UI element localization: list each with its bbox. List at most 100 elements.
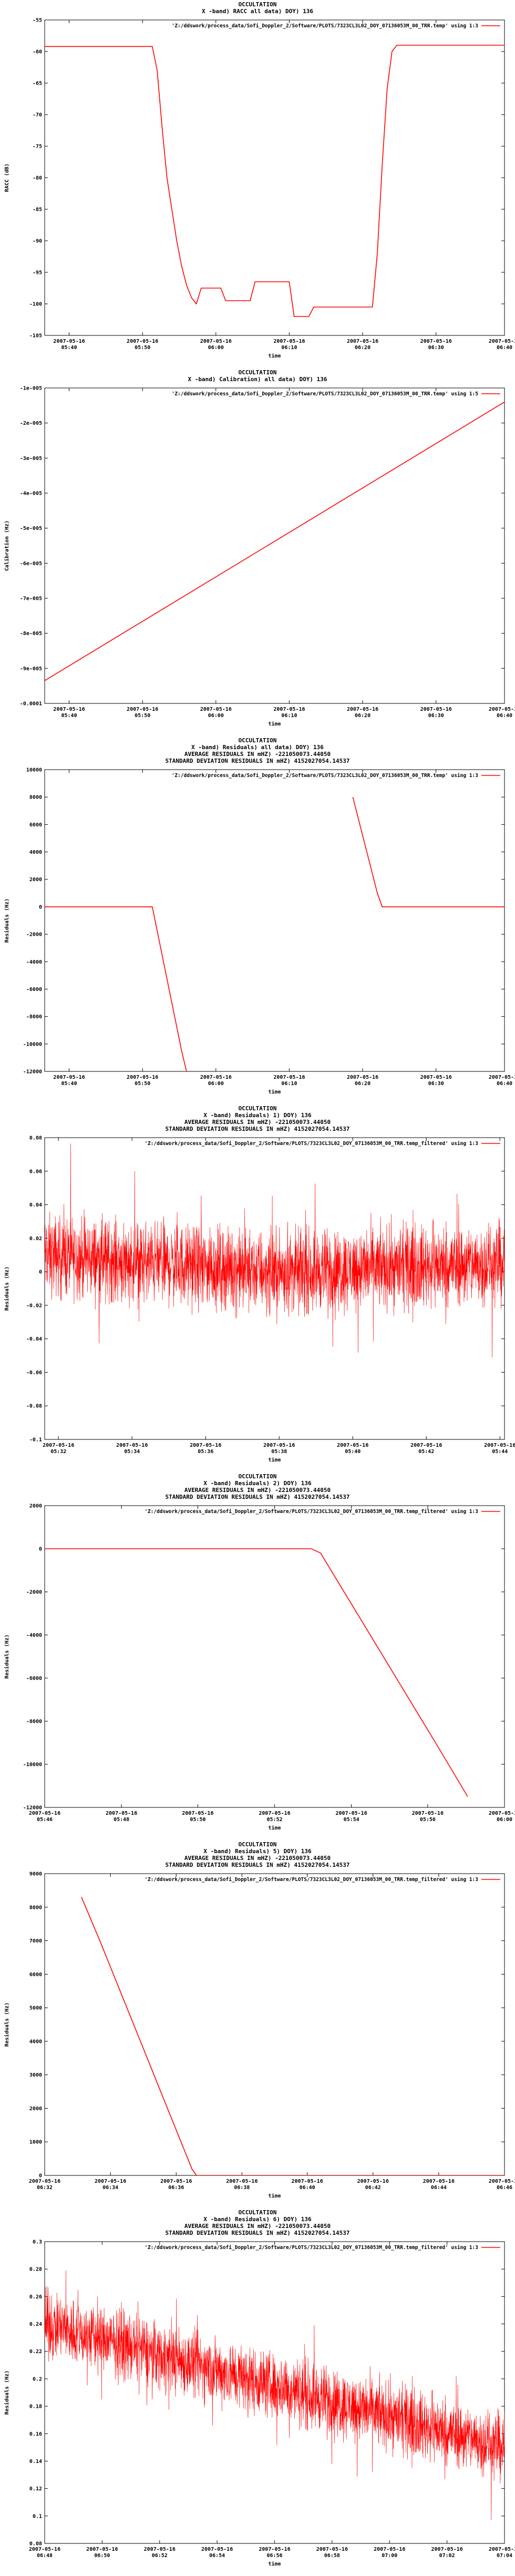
y-tick-label: -85 — [33, 207, 42, 213]
chart-title-line: X -band) Residuals) 5) DOY) 136 — [203, 1848, 312, 1855]
series-line-segment-2 — [352, 797, 504, 907]
x-tick-label-time: 06:10 — [281, 713, 297, 719]
plot-frame — [44, 19, 505, 336]
x-tick-label-date: 2007-05-16 — [127, 1075, 158, 1080]
y-tick-label: -2000 — [26, 932, 42, 938]
x-tick-label-date: 2007-05-16 — [43, 1443, 74, 1448]
x-tick-label-time: 05:50 — [190, 1817, 205, 1823]
chart-title-line: AVERAGE RESIDUALS IN mHZ) -221050073.440… — [184, 1855, 331, 1862]
y-tick-label: 2000 — [29, 1504, 42, 1509]
y-tick-label: -4e-005 — [20, 491, 42, 497]
y-tick-label: 4000 — [29, 2039, 42, 2045]
x-tick-label-time: 06:54 — [209, 2553, 225, 2559]
y-tick-label: 10000 — [26, 768, 42, 773]
y-tick-label: 0.08 — [29, 2541, 42, 2547]
x-tick-label-time: 06:44 — [431, 2185, 447, 2191]
x-tick-label-date: 2007-05-16 — [263, 1443, 295, 1448]
y-axis-label: Residuals (Hz) — [4, 1266, 10, 1311]
x-tick-label-time: 05:50 — [135, 713, 150, 719]
y-tick-label: 4000 — [29, 850, 42, 855]
x-tick-label-time: 05:50 — [135, 1081, 150, 1087]
y-tick-label: 0.22 — [29, 2349, 42, 2355]
y-tick-label: -10000 — [23, 1762, 42, 1768]
chart-panel-3: OCCULTATION X -band) Residuals) all data)… — [0, 736, 515, 1104]
x-tick-label-date: 2007-05-16 — [200, 707, 232, 712]
x-tick-label-date: 2007-05-16 — [127, 339, 158, 344]
y-tick-label: -0.04 — [26, 1336, 42, 1342]
chart-panel-1: OCCULTATION X -band) RACC all data) DOY) … — [0, 0, 515, 368]
chart-title-line: STANDARD DEVIATION RESIDUALS IN mHZ) 415… — [166, 1862, 350, 1868]
x-tick-label-time: 06:34 — [102, 2185, 118, 2191]
x-tick-label-date: 2007-05-16 — [431, 2547, 463, 2552]
chart-title-line: OCCULTATION — [239, 1841, 277, 1848]
x-tick-label-date: 2007-05-16 — [347, 707, 378, 712]
x-tick-label-time: 05:46 — [37, 1817, 53, 1823]
series-line — [81, 1897, 504, 2175]
chart-panel-4: OCCULTATION X -band) Residuals) 1) DOY) 1… — [0, 1104, 515, 1472]
x-tick-label-time: 06:30 — [428, 713, 444, 719]
chart-title-line: STANDARD DEVIATION RESIDUALS IN mHZ) 415… — [166, 1126, 350, 1132]
x-tick-label-time: 06:36 — [168, 2185, 184, 2191]
y-tick-label: -4000 — [26, 959, 42, 965]
chart-title-line: AVERAGE RESIDUALS IN mHZ) -221050073.440… — [184, 2223, 331, 2230]
plot-frame — [44, 769, 505, 1072]
chart-title-line: OCCULTATION — [239, 2209, 277, 2216]
x-tick-label-time: 06:20 — [355, 345, 370, 351]
x-axis-label: time — [268, 2193, 281, 2199]
y-tick-label: 8000 — [29, 795, 42, 801]
x-tick-label-time: 06:00 — [208, 1081, 224, 1087]
series-line — [45, 45, 504, 317]
y-tick-label: 0.08 — [29, 1136, 42, 1141]
y-tick-label: 0.26 — [29, 2294, 42, 2300]
x-tick-label-time: 05:48 — [114, 1817, 129, 1823]
chart-panel-6: OCCULTATION X -band) Residuals) 5) DOY) 1… — [0, 1840, 515, 2208]
y-axis-label: Residuals (Hz) — [4, 1634, 10, 1679]
y-tick-label: -0.1 — [29, 1437, 42, 1443]
y-tick-label: -2000 — [26, 1590, 42, 1596]
series-line — [45, 1548, 468, 1797]
x-tick-label-date: 2007-05-16 — [53, 707, 85, 712]
x-tick-label-date: 2007-05-16 — [259, 2547, 290, 2552]
y-tick-label: -8000 — [26, 1719, 42, 1725]
y-tick-label: 0.2 — [33, 2376, 42, 2382]
x-tick-label-time: 06:20 — [355, 713, 370, 719]
x-tick-label-time: 05:40 — [345, 1449, 360, 1455]
y-tick-label: -0.06 — [26, 1370, 42, 1376]
x-tick-label-time: 06:40 — [497, 1081, 512, 1087]
x-tick-label-time: 05:52 — [266, 1817, 282, 1823]
x-tick-label-time: 05:32 — [50, 1449, 66, 1455]
y-tick-label: -60 — [33, 49, 42, 55]
y-tick-label: 1000 — [29, 2140, 42, 2145]
x-axis-label: time — [268, 1457, 281, 1463]
chart-title-line: X -band) Residuals) 2) DOY) 136 — [203, 1480, 312, 1487]
x-tick-label-date: 2007-05-16 — [29, 1811, 60, 1816]
y-tick-label: 2000 — [29, 877, 42, 883]
y-tick-label: 0 — [39, 904, 42, 910]
chart-title-line: OCCULTATION — [239, 737, 277, 744]
y-tick-label: 0.24 — [29, 2322, 42, 2327]
x-tick-label-time: 05:34 — [124, 1449, 140, 1455]
x-tick-label-time: 06:20 — [355, 1081, 370, 1087]
y-tick-label: -55 — [33, 18, 42, 24]
x-tick-label-date: 2007-05-16 — [29, 2179, 60, 2184]
x-tick-label-date: 2007-05-16 — [226, 2179, 258, 2184]
x-tick-label-date: 2007-05-16 — [29, 2547, 60, 2552]
y-tick-label: -80 — [33, 176, 42, 181]
x-tick-label-time: 05:40 — [61, 345, 77, 351]
legend-entry: 'Z:/ddswork/process_data/Sofi_Doppler_2/… — [172, 773, 479, 779]
x-tick-label-date: 2007-05-16 — [53, 1075, 85, 1080]
x-tick-label-time: 05:36 — [198, 1449, 213, 1455]
x-tick-label-date: 2007-05-16 — [410, 1443, 442, 1448]
x-tick-label-time: 05:56 — [420, 1817, 436, 1823]
chart-title-line: X -band) RACC all data) DOY) 136 — [202, 8, 313, 15]
y-tick-label: -7e-005 — [20, 596, 42, 602]
chart-title-line: OCCULTATION — [239, 1, 277, 8]
y-tick-label: 0.1 — [33, 2513, 42, 2519]
y-tick-label: -10000 — [23, 1041, 42, 1047]
y-tick-label: 7000 — [29, 1938, 42, 1944]
y-tick-label: -0.0001 — [20, 701, 42, 707]
